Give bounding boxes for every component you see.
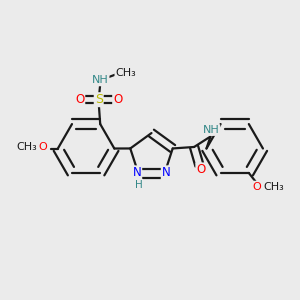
Text: O: O [113, 93, 122, 106]
Text: NH: NH [203, 125, 219, 135]
Text: N: N [133, 166, 141, 179]
Text: N: N [162, 166, 170, 179]
Text: CH₃: CH₃ [16, 142, 37, 152]
Text: CH₃: CH₃ [116, 68, 136, 78]
Text: NH: NH [92, 75, 109, 85]
Text: O: O [75, 93, 84, 106]
Text: O: O [39, 142, 47, 152]
Text: O: O [253, 182, 261, 192]
Text: CH₃: CH₃ [263, 182, 284, 192]
Text: O: O [196, 164, 206, 176]
Text: S: S [95, 93, 103, 106]
Text: H: H [134, 180, 142, 190]
